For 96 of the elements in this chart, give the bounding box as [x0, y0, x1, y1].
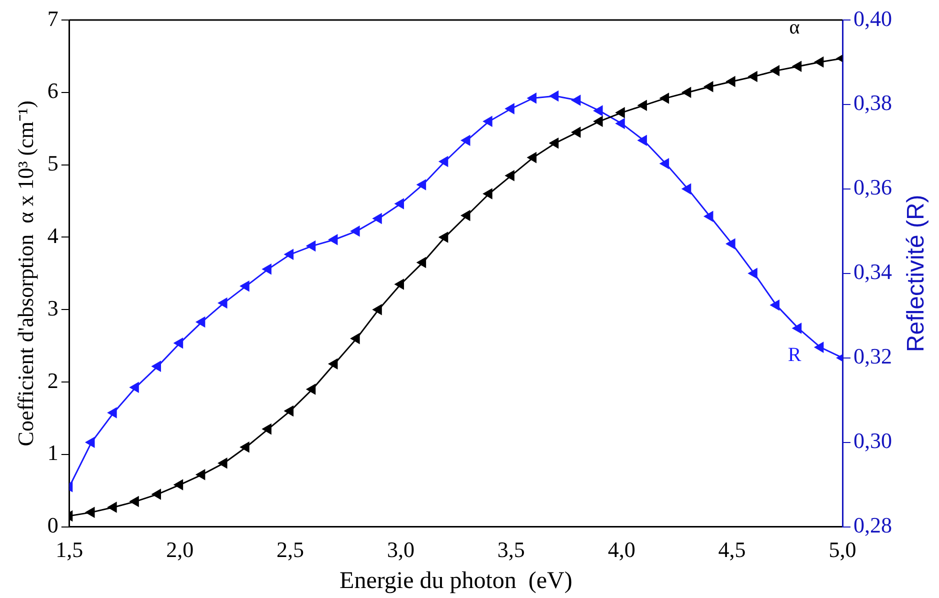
- y2-tick-label: 0,32: [854, 344, 892, 369]
- point: [461, 135, 470, 146]
- x-tick-label: 5,0: [828, 536, 856, 562]
- y2-tick-label: 0,36: [854, 174, 892, 200]
- y2-axis-title: Reflectivité (R): [902, 194, 930, 352]
- point: [152, 361, 162, 372]
- x-tick-label: 2,5: [276, 536, 304, 562]
- point: [86, 507, 95, 518]
- point: [792, 61, 802, 72]
- y-tick-label: 1: [47, 440, 58, 466]
- y2-tick-label: 0,28: [854, 512, 892, 538]
- point: [86, 437, 95, 448]
- point: [417, 180, 426, 190]
- point: [770, 66, 780, 76]
- point: [814, 56, 824, 68]
- y-tick-label: 3: [47, 295, 58, 320]
- point: [417, 257, 426, 268]
- point: [660, 158, 670, 169]
- x-tick-label: 3,0: [386, 536, 414, 562]
- y-tick-label: 2: [47, 368, 58, 393]
- point: [572, 127, 581, 138]
- point: [262, 424, 272, 434]
- point: [814, 342, 824, 352]
- point: [284, 406, 294, 416]
- x-tick-label: 1,5: [56, 536, 84, 562]
- point: [439, 156, 448, 167]
- x-tick-label: 4,0: [608, 536, 636, 562]
- point: [483, 188, 492, 199]
- point: [350, 333, 360, 344]
- y-tick-label: 0: [47, 512, 58, 538]
- point: [528, 93, 537, 104]
- point: [152, 489, 162, 500]
- point: [372, 304, 382, 315]
- point: [638, 100, 647, 111]
- point: [218, 458, 228, 468]
- point: [350, 226, 360, 236]
- point: [174, 480, 184, 490]
- y2-tick-label: 0,38: [854, 90, 892, 116]
- point: [550, 138, 559, 148]
- point: [328, 358, 338, 369]
- point: [748, 268, 758, 278]
- point: [108, 502, 117, 512]
- point: [594, 106, 603, 116]
- point: [550, 90, 559, 102]
- point: [638, 135, 647, 146]
- point: [196, 470, 206, 480]
- point: [174, 338, 184, 348]
- point: [770, 300, 780, 310]
- point: [505, 104, 514, 114]
- y-tick-label: 5: [47, 150, 58, 176]
- series-label: α: [789, 16, 800, 39]
- x-axis-title: Energie du photon (eV): [340, 568, 572, 594]
- point: [572, 95, 581, 106]
- y-tick-label: 6: [47, 78, 58, 104]
- series-label: R: [788, 344, 802, 366]
- point: [682, 184, 692, 194]
- y-tick-label: 4: [47, 222, 58, 248]
- x-tick-label: 2,0: [166, 536, 194, 562]
- y2-tick-label: 0,30: [854, 428, 892, 454]
- point: [704, 82, 714, 92]
- point: [372, 213, 382, 224]
- point: [328, 234, 338, 245]
- point: [660, 93, 670, 104]
- point: [726, 76, 736, 87]
- point: [704, 211, 714, 222]
- point: [439, 232, 448, 242]
- point: [483, 116, 492, 126]
- point: [262, 264, 272, 274]
- point: [682, 87, 692, 98]
- point: [594, 116, 603, 126]
- point: [748, 71, 758, 82]
- point: [284, 249, 294, 260]
- point: [394, 279, 404, 290]
- point: [240, 280, 250, 292]
- point: [218, 298, 228, 308]
- point: [505, 170, 514, 181]
- point: [616, 118, 625, 129]
- x-tick-label: 3,5: [497, 536, 525, 562]
- y-axis-title: Coefficient d'absorption α x 10³ (cm⁻¹): [12, 100, 38, 446]
- point: [240, 442, 250, 452]
- point: [726, 238, 736, 249]
- point: [196, 316, 206, 328]
- point: [394, 198, 404, 209]
- y-tick-label: 7: [47, 6, 58, 31]
- point: [616, 108, 625, 118]
- point: [461, 210, 470, 221]
- point: [130, 382, 139, 393]
- x-tick-label: 4,5: [718, 536, 746, 562]
- point: [130, 496, 139, 507]
- point: [108, 408, 117, 418]
- point: [528, 152, 537, 163]
- point: [306, 384, 316, 394]
- point: [792, 323, 802, 334]
- y2-tick-label: 0,34: [854, 259, 892, 284]
- point: [306, 240, 316, 252]
- y2-tick-label: 0,40: [854, 6, 892, 31]
